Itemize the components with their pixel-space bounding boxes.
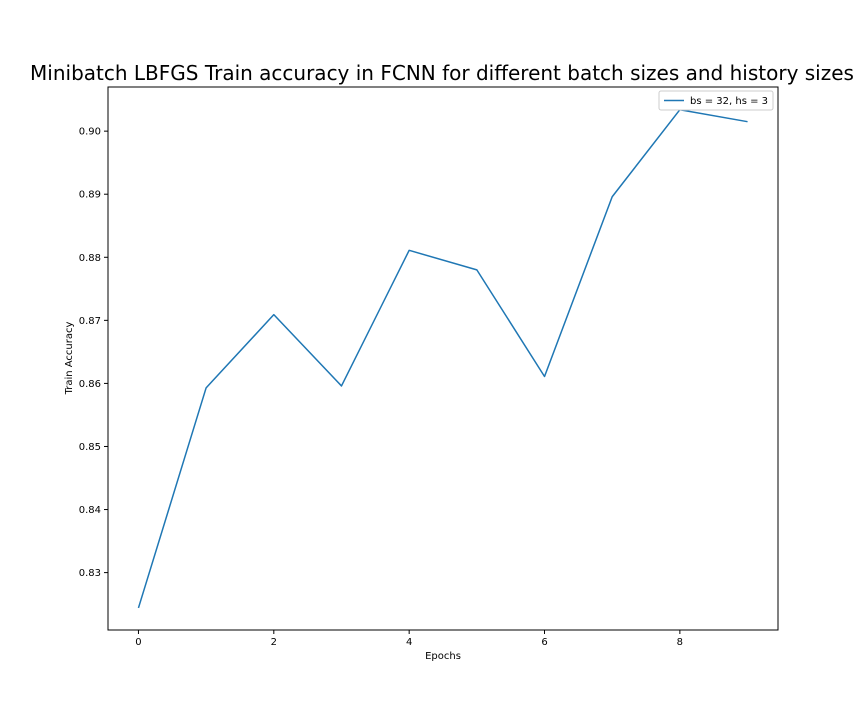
- y-tick-label: 0.84: [79, 505, 101, 516]
- x-tick-label: 8: [677, 637, 683, 648]
- x-tick-label: 6: [541, 637, 547, 648]
- x-tick-label: 0: [135, 637, 141, 648]
- x-tick-label: 4: [406, 637, 412, 648]
- y-tick-label: 0.86: [79, 379, 101, 390]
- x-axis: 0 2 4 6 8: [135, 630, 683, 648]
- y-tick-label: 0.85: [79, 442, 101, 453]
- plot-area: [107, 86, 779, 631]
- y-axis-label: Train Accuracy: [64, 322, 75, 396]
- series-layer: [137, 108, 748, 609]
- y-axis: 0.83 0.84 0.85 0.86 0.87 0.88 0.89 0.90: [79, 127, 108, 579]
- y-tick-label: 0.83: [79, 568, 101, 579]
- series-line: [137, 108, 748, 609]
- y-tick-label: 0.88: [79, 253, 101, 264]
- y-tick-label: 0.87: [79, 316, 101, 327]
- x-tick-label: 2: [271, 637, 277, 648]
- y-tick-label: 0.90: [79, 127, 101, 138]
- chart-title: Minibatch LBFGS Train accuracy in FCNN f…: [30, 61, 854, 85]
- legend: bs = 32, hs = 3: [658, 90, 774, 111]
- y-tick-label: 0.89: [79, 190, 101, 201]
- legend-label: bs = 32, hs = 3: [690, 96, 768, 107]
- x-axis-label: Epochs: [425, 651, 461, 662]
- legend-box: [658, 90, 774, 111]
